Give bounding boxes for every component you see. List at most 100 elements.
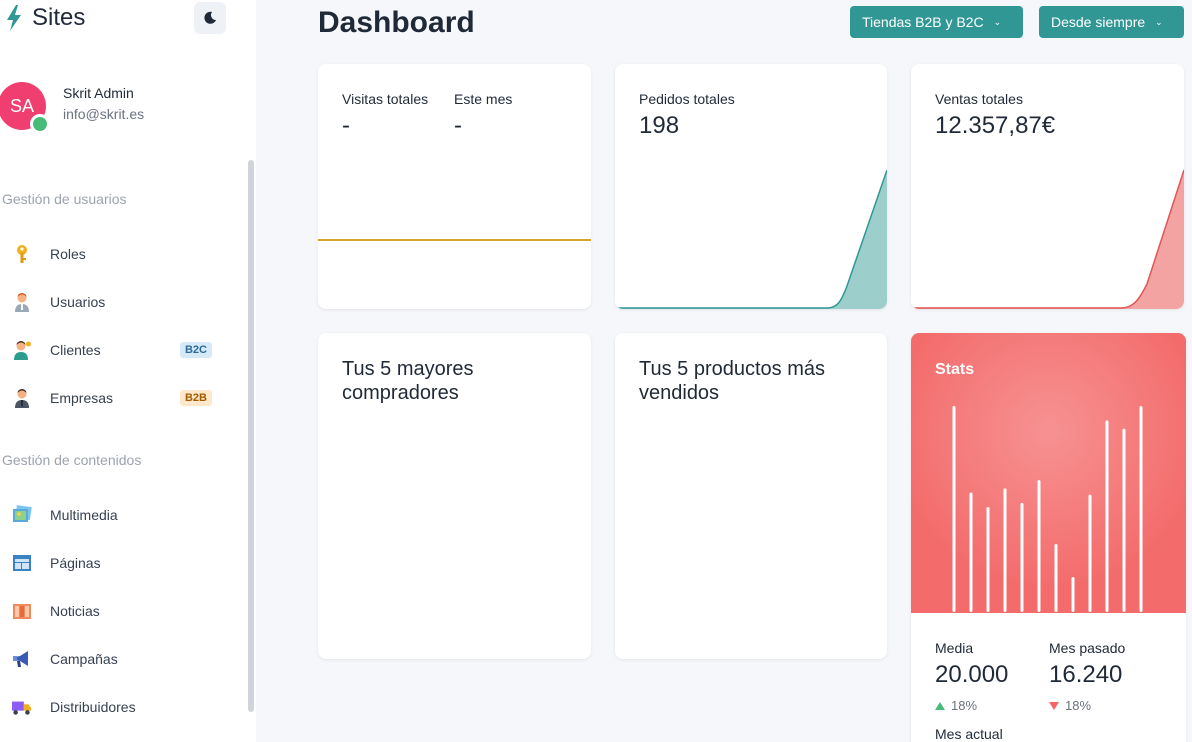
top-products-title: Tus 5 productos más vendidos: [639, 358, 826, 404]
orders-area: [615, 170, 887, 309]
stats-bar: [1020, 502, 1024, 612]
sidebar-item-usuarios[interactable]: Usuarios: [0, 286, 230, 318]
top-buyers-card: Tus 5 mayores compradores: [318, 333, 591, 659]
avatar: SA: [0, 82, 50, 134]
user-email: info@skrit.es: [63, 106, 145, 122]
client-icon: [12, 340, 32, 360]
sales-total-label: Ventas totales: [935, 91, 1023, 107]
last-month-label: Mes pasado: [1049, 640, 1126, 656]
sidebar-item-empresas[interactable]: Empresas B2B: [0, 382, 230, 414]
sales-card: Ventas totales 12.357,87€: [911, 64, 1184, 309]
lightning-icon: [7, 5, 21, 31]
section-title-contents: Gestión de contenidos: [2, 452, 142, 468]
sidebar-item-noticias[interactable]: Noticias: [0, 595, 230, 627]
stats-bar: [1054, 544, 1058, 612]
sidebar-item-clientes[interactable]: Clientes B2C: [0, 334, 230, 366]
moon-icon: [204, 11, 216, 24]
store-filter-label: Tiendas B2B y B2C: [862, 14, 984, 30]
user-profile[interactable]: SA Skrit Admin info@skrit.es: [0, 82, 145, 134]
trend-up-icon: [935, 701, 945, 710]
stats-bar: [1037, 480, 1041, 612]
sidebar-item-paginas[interactable]: Páginas: [0, 547, 230, 579]
brand-title: Sites: [32, 4, 86, 31]
visits-card: Visitas totales - Este mes -: [318, 64, 591, 309]
average-change-pct: 18%: [951, 698, 978, 713]
b2c-badge: B2C: [179, 342, 212, 358]
last-month-value: 16.240: [1049, 661, 1123, 688]
brand[interactable]: Sites: [6, 4, 85, 32]
top-products-card: Tus 5 productos más vendidos: [615, 333, 887, 659]
newspaper-icon: [12, 601, 32, 621]
average-label: Media: [935, 640, 974, 656]
sidebar-item-label: Páginas: [50, 555, 101, 571]
sidebar-item-label: Campañas: [50, 651, 118, 667]
stats-bar: [1071, 576, 1075, 612]
sidebar-item-roles[interactable]: Roles: [0, 238, 230, 270]
stats-bar: [1139, 406, 1143, 612]
stats-bar: [952, 406, 956, 612]
chevron-down-icon: ⌄: [993, 16, 1002, 27]
section-title-users: Gestión de usuarios: [2, 191, 127, 207]
megaphone-icon: [12, 649, 32, 669]
visits-month-value: -: [454, 112, 462, 139]
trend-down-icon: [1049, 701, 1059, 710]
top-buyers-title: Tus 5 mayores compradores: [342, 358, 474, 404]
sales-total-value: 12.357,87€: [935, 112, 1056, 139]
sidebar-item-campanas[interactable]: Campañas: [0, 643, 230, 675]
avatar-initials: SA: [9, 95, 34, 116]
visits-chart: [318, 239, 591, 241]
stats-bar: [969, 492, 973, 612]
orders-total-value: 198: [639, 112, 680, 139]
sales-chart: [911, 169, 1184, 309]
user-icon: [12, 292, 32, 312]
stats-bar: [1003, 488, 1007, 612]
page-title: Dashboard: [318, 6, 475, 39]
last-month-change: 18%: [1049, 698, 1091, 713]
current-month-label: Mes actual: [935, 726, 1003, 742]
sidebar-scrollbar[interactable]: [248, 160, 254, 712]
layout-icon: [12, 553, 32, 573]
sidebar-item-label: Multimedia: [50, 507, 118, 523]
sidebar: Sites SA Skrit Admin info@skrit.es Gesti…: [0, 0, 256, 742]
b2b-badge: B2B: [179, 390, 212, 406]
orders-line: [615, 169, 887, 309]
stats-title: Stats: [935, 361, 975, 378]
stats-card: Stats Media 20.000 18% Mes pasado 16.240…: [911, 333, 1186, 742]
average-change: 18%: [935, 698, 977, 713]
sidebar-item-label: Distribuidores: [50, 699, 136, 715]
key-icon: [12, 244, 32, 264]
sidebar-item-multimedia[interactable]: Multimedia: [0, 499, 230, 531]
visits-total-value: -: [342, 112, 350, 139]
average-value: 20.000: [935, 661, 1009, 688]
sidebar-item-label: Roles: [50, 246, 86, 262]
sidebar-item-label: Clientes: [50, 342, 101, 358]
sales-line: [911, 169, 1184, 309]
time-filter-label: Desde siempre: [1051, 14, 1146, 30]
sidebar-item-label: Empresas: [50, 390, 114, 406]
visits-total-label: Visitas totales: [342, 91, 429, 107]
sidebar-item-label: Noticias: [50, 603, 100, 619]
business-user-icon: [12, 388, 32, 408]
online-status-indicator: [30, 114, 50, 134]
visits-month-label: Este mes: [454, 91, 513, 107]
sales-area: [911, 170, 1184, 309]
chevron-down-icon: ⌄: [1155, 16, 1163, 27]
stats-bar: [1122, 428, 1126, 612]
time-filter-dropdown[interactable]: Desde siempre ⌄: [1039, 6, 1184, 38]
truck-icon: [12, 697, 32, 717]
last-month-change-pct: 18%: [1065, 698, 1092, 713]
sidebar-item-distribuidores[interactable]: Distribuidores: [0, 691, 230, 723]
stats-bar: [986, 506, 990, 612]
store-filter-dropdown[interactable]: Tiendas B2B y B2C ⌄: [850, 6, 1023, 38]
image-icon: [12, 505, 32, 525]
theme-toggle-button[interactable]: [194, 2, 226, 34]
stats-bar-chart: [952, 406, 1143, 612]
user-name: Skrit Admin: [63, 85, 134, 101]
orders-total-label: Pedidos totales: [639, 91, 735, 107]
stats-bar: [1105, 420, 1109, 612]
stats-chart-panel: Stats: [911, 333, 1186, 613]
stats-bar: [1088, 494, 1092, 612]
orders-chart: [615, 169, 887, 309]
orders-card: Pedidos totales 198: [615, 64, 887, 309]
sidebar-item-label: Usuarios: [50, 294, 106, 310]
